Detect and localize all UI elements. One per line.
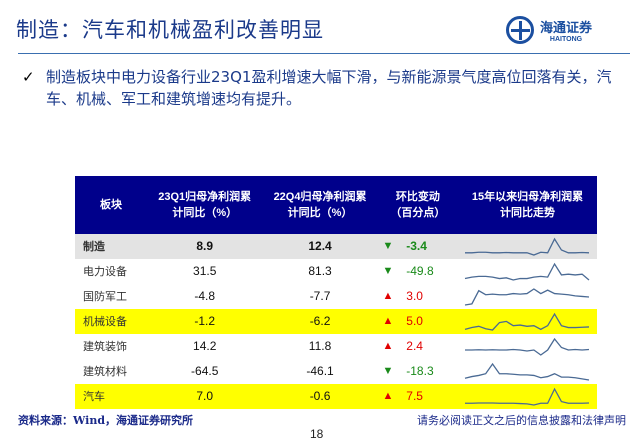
trend-sparkline (465, 262, 590, 281)
triangle-down-icon: ▼ (377, 234, 399, 259)
trend-cell (458, 284, 597, 309)
q4-value: 12.4 (262, 234, 378, 259)
table-row: 制造 8.9 12.4 ▼ -3.4 (75, 234, 597, 259)
title-divider (18, 53, 630, 54)
trend-sparkline (465, 362, 590, 381)
header-23q1: 23Q1归母净利润累计同比（%） (147, 176, 263, 234)
sector-name: 建筑材料 (83, 365, 127, 378)
header-22q4: 22Q4归母净利润累计同比（%） (262, 176, 378, 234)
trend-sparkline (465, 337, 590, 356)
sector-name: 机械设备 (75, 309, 148, 334)
table-row: 汽车 7.0 -0.6 ▲ 7.5 (75, 384, 597, 409)
header-sector: 板块 (75, 176, 148, 234)
table-row: 电力设备 31.5 81.3 ▼ -49.8 (75, 259, 597, 284)
source-note: 资料来源：Wind，海通证券研究所 (18, 414, 194, 427)
table-row: 建筑装饰 14.2 11.8 ▲ 2.4 (75, 334, 597, 359)
trend-sparkline (465, 387, 590, 406)
logo-icon (506, 16, 534, 44)
page-title: 制造：汽车和机械盈利改善明显 (16, 18, 324, 42)
q4-value: -7.7 (309, 289, 331, 303)
change-value: 5.0 (398, 309, 458, 334)
sector-name: 电力设备 (83, 265, 127, 278)
change-value: 2.4 (406, 339, 423, 353)
triangle-up-icon: ▲ (377, 309, 399, 334)
sector-name: 建筑装饰 (83, 340, 127, 353)
q1-value: -4.8 (194, 289, 216, 303)
logo-cn: 海通证券 (540, 21, 593, 36)
change-value: -18.3 (406, 364, 434, 378)
q1-value: -64.5 (191, 364, 219, 378)
trend-cell (457, 309, 597, 334)
trend-cell (458, 359, 597, 384)
q4-value: -46.1 (306, 364, 334, 378)
triangle-up-icon: ▲ (377, 384, 399, 409)
trend-cell (458, 259, 597, 284)
trend-cell (457, 234, 597, 259)
table-row: 建筑材料 -64.5 -46.1 ▼ -18.3 (75, 359, 597, 384)
profit-table: 板块 23Q1归母净利润累计同比（%） 22Q4归母净利润累计同比（%） 环比变… (75, 176, 597, 409)
sector-name: 汽车 (75, 384, 148, 409)
trend-sparkline (465, 312, 590, 331)
table-row: 国防军工 -4.8 -7.7 ▲ 3.0 (75, 284, 597, 309)
q1-value: 8.9 (147, 234, 263, 259)
triangle-up-icon: ▲ (382, 340, 394, 352)
change-value: -3.4 (398, 234, 458, 259)
q4-value: 81.3 (308, 264, 332, 278)
trend-cell (458, 334, 597, 359)
sector-name: 国防军工 (83, 290, 127, 303)
q4-value: 11.8 (308, 339, 332, 353)
q1-value: 7.0 (147, 384, 263, 409)
bullet-point: ✓ 制造板块中电力设备行业23Q1盈利增速大幅下滑，与新能源景气度高位回落有关，… (22, 66, 622, 110)
q4-value: -0.6 (262, 384, 378, 409)
triangle-down-icon: ▼ (382, 365, 394, 377)
haitong-logo: 海通证券 HAITONG (506, 16, 592, 44)
header-change: 环比变动（百分点） (377, 176, 458, 234)
q1-value: 14.2 (193, 339, 217, 353)
triangle-down-icon: ▼ (382, 265, 394, 277)
q1-value: -1.2 (147, 309, 263, 334)
checkmark-icon: ✓ (22, 68, 35, 86)
bullet-text: 制造板块中电力设备行业23Q1盈利增速大幅下滑，与新能源景气度高位回落有关，汽车… (46, 68, 612, 108)
change-value: 3.0 (406, 289, 423, 303)
table-row: 机械设备 -1.2 -6.2 ▲ 5.0 (75, 309, 597, 334)
page-number: 18 (310, 427, 324, 441)
change-value: 7.5 (398, 384, 458, 409)
logo-en: HAITONG (549, 36, 583, 43)
disclaimer: 请务必阅读正文之后的信息披露和法律声明 (417, 414, 626, 427)
change-value: -49.8 (406, 264, 434, 278)
sector-name: 制造 (75, 234, 148, 259)
triangle-up-icon: ▲ (382, 290, 394, 302)
q4-value: -6.2 (262, 309, 378, 334)
header-trend: 15年以来归母净利润累计同比走势 (457, 176, 597, 234)
trend-sparkline (465, 237, 590, 256)
trend-sparkline (465, 288, 590, 306)
q1-value: 31.5 (193, 264, 217, 278)
trend-cell (457, 384, 597, 409)
